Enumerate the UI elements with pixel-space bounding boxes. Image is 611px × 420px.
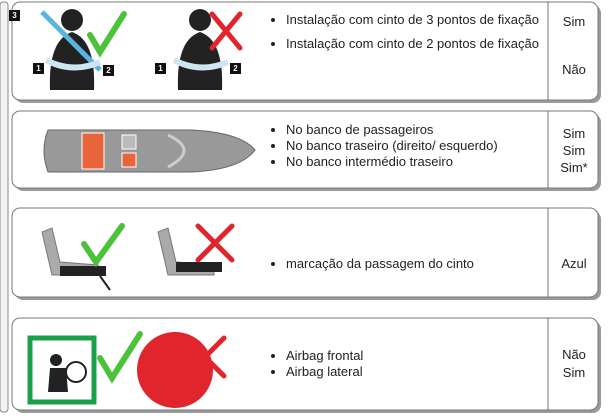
answer: Sim [562, 143, 586, 158]
bullet: Airbag lateral [286, 364, 548, 380]
answer: Não [562, 62, 586, 77]
bullet: marcação da passagem do cinto [286, 256, 548, 272]
bullet: No banco de passageiros [286, 122, 526, 138]
answer: Sim [562, 126, 586, 141]
label: 2 [103, 65, 114, 76]
bullet: No banco intermédio traseiro [286, 154, 526, 170]
answer: Sim [562, 14, 586, 29]
bullet: Airbag frontal [286, 348, 548, 364]
bullet: Instalação com cinto de 3 pontos de fixa… [286, 12, 548, 28]
label: 3 [9, 10, 20, 21]
bullet: No banco traseiro (direito/ esquerdo) [286, 138, 526, 154]
answer: Sim* [560, 160, 588, 175]
bullets: marcação da passagem do cinto [272, 256, 548, 272]
answer: Azul [561, 256, 587, 271]
bullet: Instalação com cinto de 2 pontos de fixa… [286, 36, 548, 52]
bullets: Airbag frontal Airbag lateral [272, 348, 548, 380]
label: 1 [155, 63, 166, 74]
label: 1 [33, 63, 44, 74]
bullets: Instalação com cinto de 3 pontos de fixa… [272, 12, 548, 52]
answer: Não [562, 347, 586, 362]
label: 2 [230, 63, 241, 74]
bullets: No banco de passageiros No banco traseir… [272, 122, 526, 170]
answer: Sim [562, 365, 586, 380]
